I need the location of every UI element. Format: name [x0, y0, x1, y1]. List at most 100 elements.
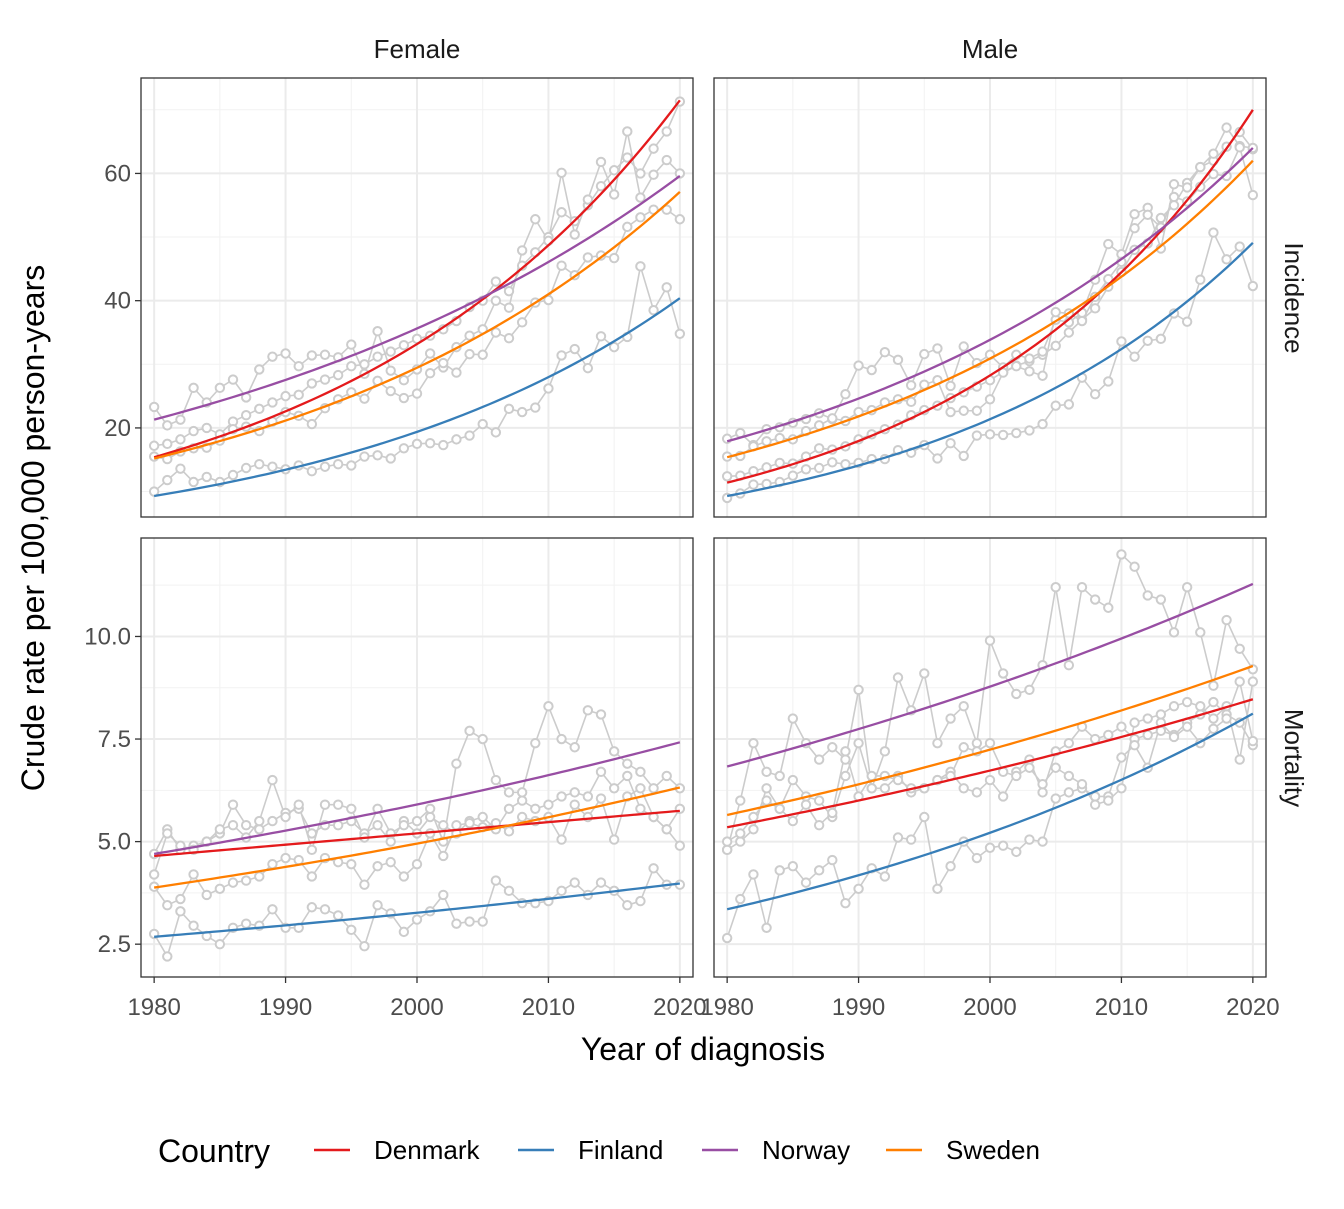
observed-point-norway — [385, 365, 396, 376]
observed-point-sweden — [721, 836, 733, 847]
observed-point-sweden — [608, 834, 620, 845]
observed-point-finland — [787, 861, 799, 872]
observed-point-norway — [398, 375, 410, 386]
observed-point-sweden — [1129, 222, 1140, 234]
observed-point-denmark — [477, 811, 488, 823]
observed-point-norway — [1181, 182, 1193, 193]
observed-point-finland — [424, 437, 436, 449]
observed-point-finland — [905, 834, 917, 845]
observed-point-norway — [530, 737, 541, 749]
fitted-line-finland — [154, 882, 680, 938]
observed-point-denmark — [997, 791, 1009, 802]
observed-point-finland — [1208, 723, 1219, 734]
observed-point-norway — [411, 815, 423, 827]
legend-label-finland: Finland — [578, 1135, 663, 1165]
observed-point-sweden — [892, 774, 904, 786]
observed-point-denmark — [595, 766, 607, 778]
legend-item-finland: Finland — [518, 1135, 663, 1165]
observed-point-finland — [827, 854, 838, 866]
observed-point-norway — [582, 705, 594, 716]
observed-point-finland — [800, 877, 812, 888]
observed-point-finland — [162, 951, 173, 962]
observed-point-norway — [306, 844, 318, 856]
observed-point-norway — [464, 330, 475, 341]
x-tick-label: 2000 — [390, 994, 443, 1021]
observed-point-finland — [451, 434, 462, 445]
observed-point-norway — [188, 382, 199, 394]
observed-point-norway — [214, 382, 226, 394]
observed-point-finland — [840, 458, 851, 470]
observed-point-norway — [148, 401, 160, 413]
observed-point-sweden — [411, 388, 423, 399]
observed-point-norway — [971, 737, 983, 749]
observed-point-norway — [1168, 179, 1180, 190]
observed-point-denmark — [735, 836, 746, 847]
observed-point-norway — [1181, 582, 1193, 593]
observed-point-denmark — [1103, 729, 1114, 741]
observed-point-finland — [1011, 846, 1022, 858]
observed-point-sweden — [748, 811, 759, 823]
observed-point-norway — [853, 684, 864, 696]
observed-point-finland — [919, 811, 930, 823]
observed-point-norway — [879, 347, 891, 358]
x-tick-label: 2020 — [653, 994, 706, 1021]
fitted-line-sweden — [726, 159, 1254, 459]
observed-point-norway — [451, 758, 462, 769]
observed-point-sweden — [516, 811, 528, 823]
observed-point-finland — [319, 904, 331, 915]
observed-point-finland — [932, 453, 943, 464]
observed-point-finland — [372, 450, 383, 461]
observed-point-sweden — [905, 396, 917, 408]
observed-point-finland — [569, 343, 580, 355]
y-tick-label: 10.0 — [84, 623, 131, 650]
observed-point-denmark — [188, 425, 199, 437]
observed-point-norway — [622, 758, 633, 769]
observed-point-norway — [595, 709, 607, 720]
observed-point-finland — [879, 871, 891, 882]
observed-point-sweden — [761, 795, 772, 806]
observed-point-sweden — [1011, 361, 1022, 372]
observed-point-finland — [945, 861, 956, 872]
observed-point-finland — [813, 865, 825, 876]
observed-point-sweden — [503, 826, 515, 837]
observed-point-finland — [530, 402, 541, 413]
observed-point-finland — [267, 461, 278, 472]
observed-point-finland — [840, 897, 851, 909]
observed-point-sweden — [254, 871, 265, 882]
observed-point-sweden — [438, 357, 449, 369]
observed-point-norway — [1234, 643, 1245, 654]
observed-point-denmark — [608, 783, 620, 794]
observed-point-sweden — [774, 803, 785, 814]
observed-point-sweden — [582, 252, 594, 263]
observed-point-finland — [582, 362, 594, 374]
observed-point-denmark — [879, 783, 891, 794]
observed-point-denmark — [162, 438, 173, 450]
observed-point-finland — [1168, 731, 1180, 743]
observed-point-sweden — [398, 871, 410, 882]
observed-point-sweden — [543, 294, 554, 306]
observed-point-finland — [306, 465, 318, 477]
observed-point-sweden — [240, 875, 252, 886]
observed-point-sweden — [866, 770, 877, 782]
observed-point-denmark — [721, 471, 733, 482]
observed-point-denmark — [748, 824, 759, 835]
observed-point-norway — [1089, 594, 1101, 605]
observed-point-finland — [1116, 752, 1127, 763]
observed-point-norway — [543, 701, 554, 712]
observed-point-finland — [1103, 376, 1114, 387]
observed-point-sweden — [359, 393, 370, 404]
observed-point-finland — [1011, 427, 1022, 439]
observed-point-finland — [892, 832, 904, 843]
observed-point-finland — [240, 462, 252, 474]
observed-point-sweden — [1142, 713, 1153, 724]
observed-point-finland — [240, 918, 252, 929]
observed-point-norway — [516, 787, 528, 798]
observed-point-sweden — [1168, 701, 1180, 712]
observed-point-norway — [516, 245, 528, 256]
observed-point-norway — [1116, 549, 1127, 560]
observed-point-finland — [761, 922, 772, 933]
observed-point-norway — [892, 354, 904, 366]
observed-point-sweden — [813, 819, 825, 831]
observed-point-finland — [735, 893, 746, 905]
observed-point-norway — [735, 795, 746, 806]
